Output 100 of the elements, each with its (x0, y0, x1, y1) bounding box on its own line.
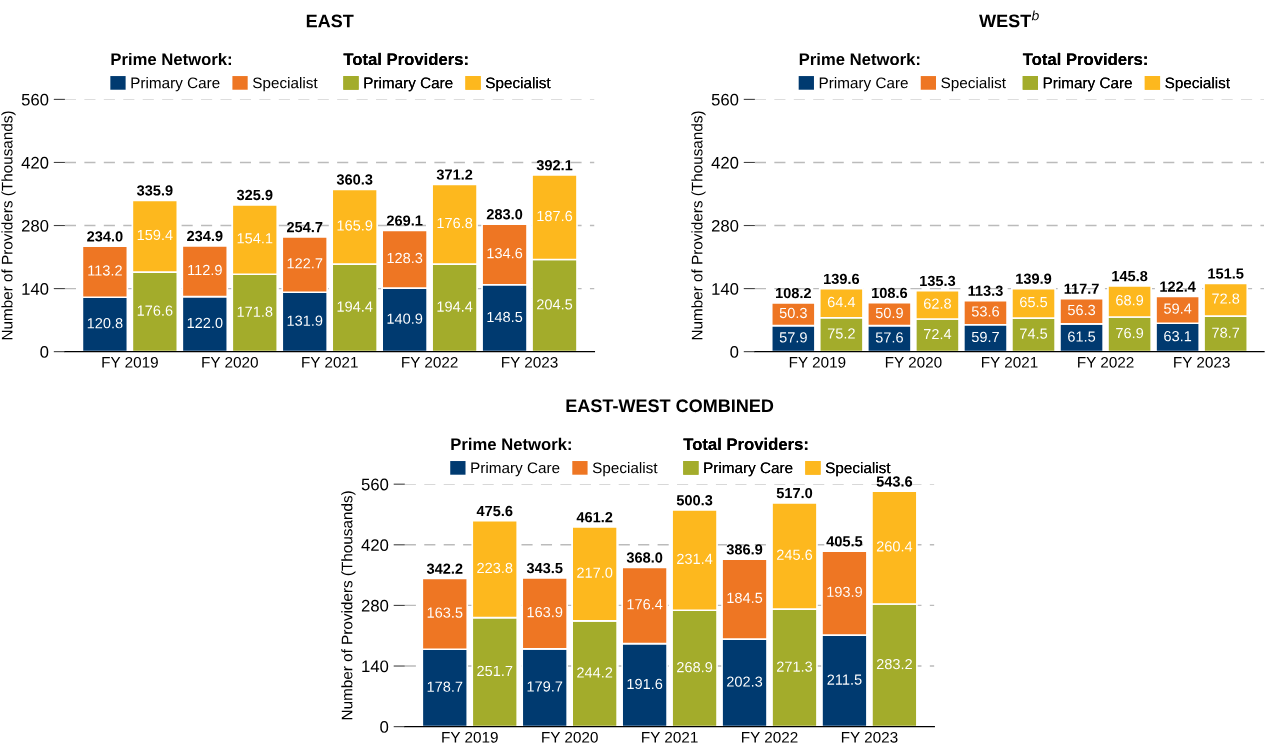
data-label: 120.8 (87, 318, 123, 329)
total-label: 108.2 (775, 287, 811, 299)
data-label: 260.4 (876, 541, 913, 552)
total-label: 117.7 (1064, 283, 1099, 294)
total-label: 122.4 (1160, 281, 1196, 292)
total-label: 386.9 (726, 544, 763, 555)
legend-label: Specialist (1165, 77, 1230, 92)
x-tick-label: FY 2022 (1078, 356, 1134, 368)
text: Total Providers: (343, 52, 468, 66)
total-label: 254.7 (286, 221, 323, 233)
data-label: 163.5 (427, 607, 463, 618)
data-label: 128.3 (387, 252, 423, 264)
data-label: 72.8 (1212, 293, 1240, 304)
data-label: 72.4 (923, 328, 952, 340)
data-label: 191.6 (627, 678, 663, 690)
x-tick-label: FY 2019 (102, 356, 158, 368)
data-label: 184.5 (727, 592, 763, 604)
data-label: 59.4 (1164, 303, 1192, 314)
data-label: 283.2 (876, 658, 912, 670)
data-label: 163.9 (527, 606, 563, 618)
data-label: 113.2 (88, 265, 122, 276)
total-label: 139.6 (824, 273, 860, 285)
legend-label: Specialist (252, 77, 318, 92)
total-label: 151.5 (1208, 268, 1244, 279)
data-label: 61.5 (1068, 331, 1096, 342)
y-tick-label: 280 (361, 599, 389, 612)
x-tick-label: FY 2023 (1174, 356, 1230, 368)
total-label: 517.0 (776, 487, 813, 499)
data-label: 68.9 (1116, 295, 1144, 306)
y-tick-label: 560 (21, 93, 49, 106)
text: Prime Network: (799, 52, 920, 66)
total-label: 325.9 (236, 189, 273, 201)
legend-label: Specialist (485, 77, 551, 92)
x-tick-label: FY 2019 (442, 731, 498, 743)
data-label: 122.0 (187, 317, 223, 329)
legend-label: Primary Care (1043, 77, 1132, 92)
y-tick-label: 420 (21, 156, 49, 169)
data-label: 244.2 (577, 667, 613, 678)
y-tick-label: 0 (380, 721, 389, 733)
total-label: 343.5 (526, 562, 563, 574)
data-label: 176.4 (627, 599, 663, 610)
legend-label: Specialist (825, 462, 891, 477)
y-tick-label: 140 (712, 282, 739, 295)
y-tick-label: 0 (730, 346, 739, 358)
total-label: 234.0 (87, 231, 123, 242)
chart-title: EAST-WEST COMBINED (566, 399, 774, 413)
data-label: 165.9 (337, 220, 373, 231)
total-label: 335.9 (136, 185, 173, 196)
data-label: 57.9 (779, 332, 807, 343)
y-tick-label: 280 (711, 219, 739, 232)
legend-label: Specialist (592, 462, 658, 477)
y-tick-label: 420 (361, 539, 389, 551)
text: Prime Network: (111, 52, 231, 66)
data-label: 231.4 (677, 553, 713, 565)
x-tick-label: FY 2023 (841, 731, 898, 743)
x-tick-label: FY 2019 (789, 356, 846, 368)
data-label: 251.7 (477, 665, 513, 677)
data-label: 131.9 (287, 315, 323, 326)
data-label: 271.3 (776, 661, 813, 672)
y-tick-label: 560 (711, 93, 739, 106)
data-label: 211.5 (827, 674, 862, 685)
chart-title: EAST (306, 14, 354, 28)
data-label: 74.5 (1020, 328, 1048, 339)
total-label: 139.9 (1016, 273, 1052, 284)
data-label: 140.9 (387, 313, 423, 324)
total-label: 405.5 (826, 536, 863, 547)
data-label: 176.8 (437, 217, 473, 229)
total-label: 392.1 (536, 160, 573, 171)
legend-label: Specialist (941, 77, 1006, 92)
data-label: 122.7 (287, 258, 323, 269)
total-label: 543.6 (876, 476, 913, 487)
data-label: 65.5 (1020, 296, 1048, 308)
data-label: 202.3 (727, 676, 763, 687)
x-tick-label: FY 2023 (502, 356, 558, 368)
legend-label: Primary Care (819, 77, 908, 92)
legend-label: Primary Care (471, 462, 560, 477)
x-tick-label: FY 2021 (302, 356, 358, 368)
y-tick-label: 560 (361, 478, 389, 491)
data-label: 57.6 (875, 332, 903, 343)
x-tick-label: FY 2020 (202, 356, 258, 368)
data-label: 50.9 (875, 307, 903, 319)
total-label: 500.3 (676, 495, 713, 506)
data-label: 204.5 (537, 299, 573, 310)
total-label: 368.0 (626, 552, 663, 563)
data-label: 50.3 (779, 307, 807, 319)
data-label: 179.7 (527, 681, 563, 692)
total-label: 108.6 (872, 287, 908, 299)
x-tick-label: FY 2022 (402, 356, 458, 368)
data-label: 134.6 (487, 248, 523, 259)
data-label: 194.4 (437, 301, 473, 312)
text: Total Providers: (683, 437, 808, 451)
total-label: 234.9 (187, 230, 223, 242)
x-tick-label: FY 2022 (742, 731, 798, 743)
data-label: 178.7 (427, 681, 463, 692)
text: Total Providers: (1022, 52, 1147, 66)
data-label: 63.1 (1164, 331, 1192, 342)
legend-label: Primary Care (364, 77, 453, 92)
total-label: 135.3 (920, 275, 956, 287)
total-label: 269.1 (386, 215, 423, 226)
data-label: 112.9 (188, 264, 222, 276)
